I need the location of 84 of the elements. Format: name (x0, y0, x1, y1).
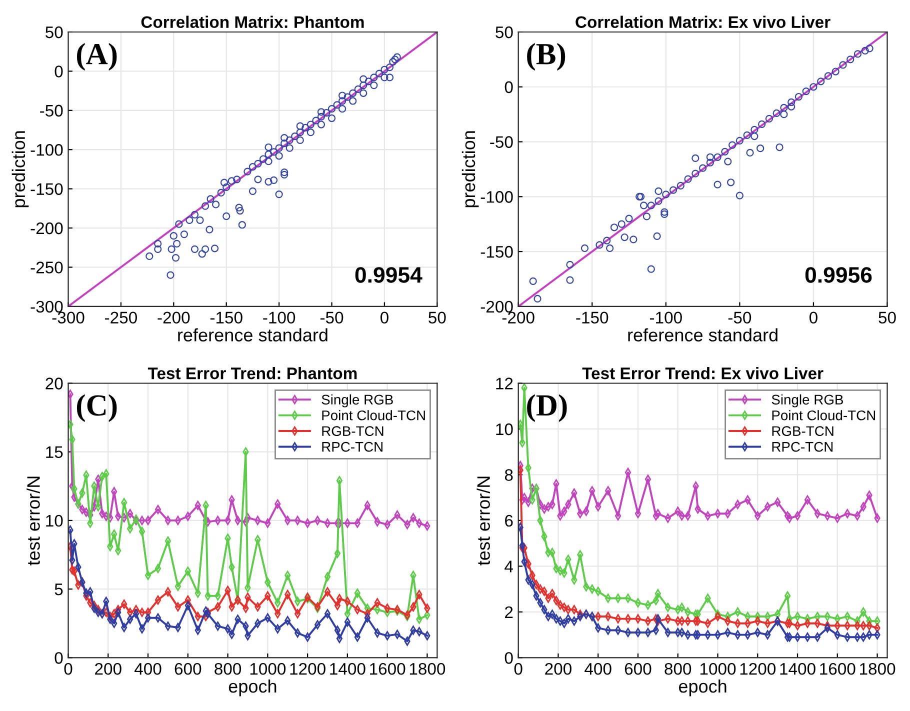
y-tick-label: 20 (46, 378, 63, 390)
x-tick-label: 600 (624, 662, 652, 675)
x-tick-label: -150 (576, 312, 608, 324)
x-tick-label: -100 (650, 312, 682, 324)
y-axis-title: test error/N (476, 476, 490, 566)
y-tick-label: -200 (30, 222, 63, 234)
y-tick-label: 0 (54, 66, 63, 78)
x-tick-label: -100 (263, 312, 296, 324)
y-tick-label: 4 (504, 560, 513, 572)
x-tick-label: -50 (320, 312, 344, 324)
y-tick-label: 50 (46, 26, 63, 38)
y-tick-label: 10 (496, 423, 513, 436)
y-tick-label: 0 (504, 652, 513, 664)
x-tick-label: 1200 (290, 662, 326, 675)
x-tick-label: 0 (380, 312, 388, 324)
y-tick-label: -50 (490, 136, 513, 148)
x-tick-label: 400 (134, 662, 162, 675)
y-axis-title: test error/N (26, 476, 40, 566)
legend-label: RGB-TCN (322, 426, 384, 436)
legend-label: Single RGB (322, 394, 393, 408)
legend-label: Point Cloud-TCN (322, 410, 425, 420)
x-tick-label: 1800 (410, 662, 446, 675)
x-axis-title: reference standard (178, 328, 328, 342)
y-tick-label: 15 (46, 446, 63, 458)
y-tick-label: 8 (504, 469, 513, 481)
x-tick-label: 1400 (780, 662, 816, 675)
x-tick-label: 0 (64, 662, 72, 675)
x-tick-label: 1400 (330, 662, 366, 675)
y-tick-label: -100 (30, 144, 63, 156)
x-tick-label: 600 (174, 662, 202, 675)
x-tick-label: -50 (728, 312, 752, 324)
annotation: 0.9954 (355, 267, 422, 283)
x-tick-label: 1000 (700, 662, 736, 675)
y-tick-label: -300 (30, 300, 63, 313)
chart-title: Correlation Matrix: Ex vivo Liver (576, 16, 830, 28)
y-tick-label: 5 (54, 584, 63, 596)
y-tick-label: 0 (504, 81, 513, 94)
annotation: (B) (527, 42, 566, 71)
legend-label: Point Cloud-TCN (772, 410, 876, 420)
chart-title: Test Error Trend: Ex vivo Liver (582, 367, 824, 380)
x-axis-title: epoch (678, 679, 726, 696)
legend-label: RPC-TCN (772, 442, 833, 452)
x-tick-label: -150 (210, 312, 242, 324)
y-tick-label: 10 (46, 514, 63, 527)
y-tick-label: -50 (40, 104, 63, 117)
y-tick-label: -200 (480, 300, 513, 313)
x-tick-label: 1000 (250, 662, 286, 675)
legend-label: RPC-TCN (322, 442, 382, 452)
legend-label: RGB-TCN (772, 426, 834, 436)
y-tick-label: -250 (30, 262, 63, 274)
x-tick-label: 0 (809, 312, 818, 324)
annotation: (D) (527, 394, 567, 422)
x-axis-title: epoch (228, 679, 276, 696)
x-tick-label: 1600 (370, 662, 406, 675)
x-tick-label: 50 (428, 312, 446, 324)
x-tick-label: 1600 (820, 662, 856, 675)
y-axis-title: prediction (462, 131, 479, 208)
y-tick-label: 0 (54, 652, 63, 664)
x-tick-label: 50 (878, 312, 896, 324)
y-tick-label: 50 (496, 26, 513, 38)
y-tick-label: 12 (496, 378, 513, 390)
annotation: (A) (76, 42, 117, 71)
x-tick-label: -200 (158, 312, 190, 324)
y-axis-title: prediction (12, 131, 29, 208)
y-tick-label: -150 (30, 183, 63, 196)
x-axis-title: reference standard (628, 328, 778, 342)
y-tick-label: -100 (480, 191, 513, 203)
y-tick-label: -150 (480, 246, 513, 258)
annotation: (C) (76, 394, 117, 422)
y-tick-label: 2 (505, 606, 513, 618)
x-tick-label: 400 (584, 662, 612, 675)
x-tick-label: 1200 (740, 662, 776, 675)
annotation: 0.9956 (805, 267, 872, 283)
x-tick-label: 1800 (860, 662, 896, 675)
x-tick-label: 800 (214, 662, 242, 675)
x-tick-label: 800 (664, 662, 692, 675)
x-tick-label: 0 (514, 662, 522, 675)
x-tick-label: 200 (95, 662, 122, 675)
chart-title: Test Error Trend: Phantom (148, 367, 357, 380)
y-tick-label: 6 (505, 514, 513, 527)
x-tick-label: -250 (105, 312, 137, 324)
legend-label: Single RGB (772, 394, 843, 408)
x-tick-label: 200 (545, 662, 572, 675)
chart-title: Correlation Matrix: Phantom (141, 16, 364, 28)
